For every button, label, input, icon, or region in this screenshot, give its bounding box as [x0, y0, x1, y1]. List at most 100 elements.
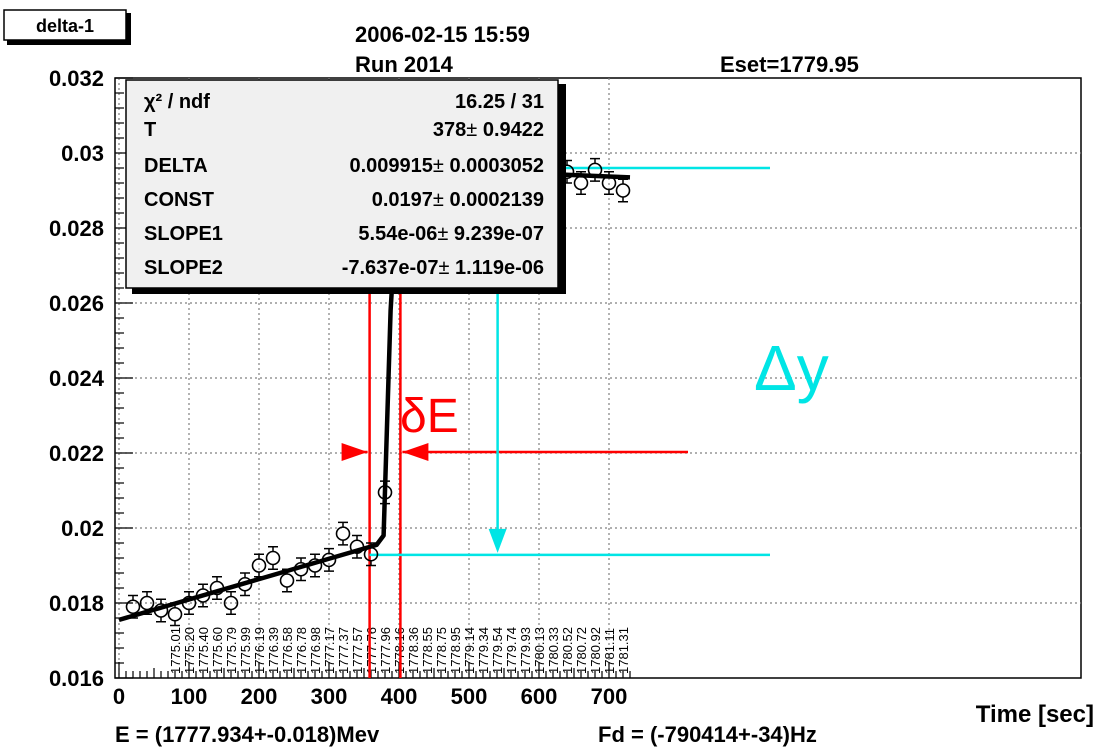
- x-tick-label: 500: [451, 684, 488, 709]
- data-point: [265, 546, 281, 570]
- energy-label: 1777.96: [378, 627, 393, 674]
- y-tick-label: 0.028: [49, 216, 104, 241]
- y-tick-label: 0.032: [49, 66, 104, 91]
- marker-circle: [223, 595, 239, 611]
- stats-chi-value: 16.25 / 31: [455, 91, 544, 113]
- stats-param-name: T: [144, 119, 156, 141]
- header-datetime: 2006-02-15 15:59: [355, 22, 530, 47]
- energy-label: 1779.54: [490, 627, 505, 674]
- data-point: [195, 583, 211, 608]
- data-point: [125, 594, 141, 619]
- stats-param-value: -7.637e-07± 1.119e-06: [342, 257, 544, 279]
- energy-label: 1776.19: [252, 627, 267, 674]
- cyan-arrow-head-down: [488, 528, 507, 553]
- energy-label: 1779.14: [462, 627, 477, 674]
- energy-label: 1775.20: [182, 627, 197, 674]
- data-point: [587, 157, 603, 182]
- energy-result: E = (1777.934+-0.018)Mev: [115, 722, 380, 747]
- energy-label: 1776.98: [308, 627, 323, 674]
- energy-labels: 1775.01 1775.20 1775.40 1775.60 1775.79 1775.…: [168, 627, 631, 674]
- stats-chi-label: χ² / ndf: [144, 91, 210, 113]
- energy-label: 1778.95: [448, 627, 463, 674]
- marker-circle: [139, 595, 155, 611]
- marker-circle: [251, 558, 267, 573]
- data-point: [181, 591, 197, 615]
- energy-label: 1781.31: [616, 627, 631, 674]
- energy-label: 1776.58: [280, 627, 295, 674]
- marker-circle: [293, 561, 309, 577]
- x-axis-label: Time [sec]: [976, 701, 1094, 728]
- x-tick-label: 600: [521, 684, 558, 709]
- energy-label: 1777.17: [322, 627, 337, 674]
- marker-circle: [307, 558, 323, 573]
- stats-param-name: DELTA: [144, 155, 208, 177]
- delta-e-label: δE: [400, 390, 459, 443]
- energy-label: 1778.75: [434, 627, 449, 674]
- x-tick-label: 400: [381, 684, 418, 709]
- data-point: [237, 572, 253, 597]
- data-point: [293, 557, 309, 582]
- marker-circle: [377, 485, 393, 500]
- energy-label: 1775.99: [238, 627, 253, 674]
- marker-circle: [265, 550, 281, 566]
- data-point: [223, 591, 239, 615]
- data-point: [209, 576, 225, 600]
- energy-label: 1775.60: [210, 627, 225, 674]
- energy-label: 1777.37: [336, 627, 351, 674]
- red-arrow-right-head: [402, 443, 429, 461]
- energy-label: 1780.52: [560, 627, 575, 674]
- marker-circle: [321, 552, 337, 568]
- stats-param-name: SLOPE2: [144, 257, 223, 279]
- stats-param-value: 5.54e-06± 9.239e-07: [358, 223, 544, 245]
- red-arrow-left-head: [341, 443, 368, 461]
- y-tick-label: 0.018: [49, 591, 104, 616]
- marker-circle: [167, 606, 183, 622]
- histogram-tag-label: delta-1: [36, 16, 94, 36]
- energy-label: 1775.40: [196, 627, 211, 674]
- energy-label: 1780.72: [574, 627, 589, 674]
- stats-param-value: 378± 0.9422: [433, 119, 544, 141]
- energy-label: 1777.76: [364, 627, 379, 674]
- marker-circle: [587, 162, 603, 178]
- y-tick-label: 0.016: [49, 666, 104, 691]
- energy-label: 1775.79: [224, 627, 239, 674]
- data-point: [321, 547, 337, 572]
- energy-label: 1779.74: [504, 627, 519, 674]
- energy-label: 1776.78: [294, 627, 309, 674]
- data-point: [251, 553, 267, 578]
- data-point: [139, 591, 155, 615]
- marker-circle: [125, 599, 141, 615]
- data-point: [349, 534, 365, 559]
- y-tick-label: 0.02: [61, 516, 104, 541]
- marker-circle: [195, 588, 211, 603]
- marker-circle: [573, 175, 589, 191]
- energy-label: 1777.57: [350, 627, 365, 674]
- delta-y-label: Δy: [754, 332, 829, 404]
- marker-circle: [335, 526, 351, 541]
- data-point: [153, 598, 169, 623]
- stats-param-value: 0.009915± 0.0003052: [349, 155, 544, 177]
- y-tick-label: 0.03: [61, 141, 104, 166]
- stats-box: χ² / ndf 16.25 / 31 T 378± 0.9422 DELTA 0.009…: [125, 79, 566, 294]
- y-tick-label: 0.024: [49, 366, 105, 391]
- marker-circle: [237, 576, 253, 592]
- marker-circle: [349, 539, 365, 555]
- stats-param-name: CONST: [144, 189, 214, 211]
- energy-label: 1779.34: [476, 627, 491, 674]
- data-point: [335, 521, 351, 546]
- header-run: Run 2014: [355, 52, 454, 77]
- x-tick-label: 0: [113, 684, 125, 709]
- energy-label: 1776.39: [266, 627, 281, 674]
- marker-circle: [153, 603, 169, 618]
- data-point: [615, 178, 631, 203]
- y-tick-label: 0.026: [49, 291, 104, 316]
- x-tick-label: 700: [591, 684, 628, 709]
- energy-label: 1780.92: [588, 627, 603, 674]
- marker-circle: [363, 546, 379, 562]
- marker-circle: [209, 580, 225, 596]
- energy-label: 1778.36: [406, 627, 421, 674]
- marker-circle: [601, 175, 617, 191]
- histogram-tag[interactable]: delta-1: [3, 9, 131, 45]
- energy-label: 1775.01: [168, 627, 183, 674]
